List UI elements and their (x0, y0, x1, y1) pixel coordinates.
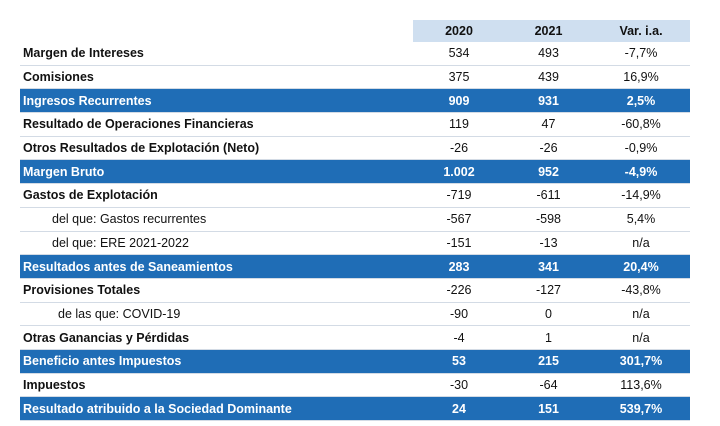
table-row: Impuestos -30 -64 113,6% (20, 373, 690, 398)
value-cell: n/a (592, 302, 690, 327)
value-cell: -90 (413, 302, 505, 327)
header-blank (20, 20, 413, 42)
value-cell: 931 (505, 88, 592, 114)
row-label: Otros Resultados de Explotación (Neto) (20, 136, 413, 161)
value-cell: -151 (413, 231, 505, 256)
highlight-row: Margen Bruto 1.002 952 -4,9% (20, 159, 690, 185)
value-cell: 301,7% (592, 349, 690, 374)
value-cell: 1 (505, 325, 592, 350)
row-label: del que: Gastos recurrentes (20, 207, 413, 232)
value-cell: 5,4% (592, 207, 690, 232)
value-cell: -43,8% (592, 278, 690, 303)
value-cell: -4 (413, 325, 505, 350)
value-cell: 53 (413, 349, 505, 374)
header-cell: Var. i.a. (592, 20, 690, 42)
value-cell: 47 (505, 112, 592, 137)
value-cell: 151 (505, 396, 592, 421)
row-label: del que: ERE 2021-2022 (20, 231, 413, 256)
value-cell: 493 (505, 42, 592, 66)
value-cell: -64 (505, 373, 592, 398)
value-cell: 24 (413, 396, 505, 421)
value-cell: 215 (505, 349, 592, 374)
value-cell: 2,5% (592, 88, 690, 114)
results-table: 2020 2021 Var. i.a. Margen de Intereses 5… (20, 20, 690, 421)
highlight-row: Resultado atribuido a la Sociedad Domina… (20, 396, 690, 421)
value-cell: 20,4% (592, 254, 690, 279)
header-cell: 2020 (413, 20, 505, 42)
value-cell: 375 (413, 65, 505, 90)
table-row: de las que: COVID-19 -90 0 n/a (20, 302, 690, 327)
value-cell: 909 (413, 88, 505, 114)
value-cell: 16,9% (592, 65, 690, 90)
table-row: Otras Ganancias y Pérdidas -4 1 n/a (20, 325, 690, 350)
value-cell: 119 (413, 112, 505, 137)
header-cell: 2021 (505, 20, 592, 42)
row-label: Margen Bruto (20, 159, 413, 185)
value-cell: 439 (505, 65, 592, 90)
table-row: del que: Gastos recurrentes -567 -598 5,4% (20, 207, 690, 232)
row-label: Comisiones (20, 65, 413, 90)
table-row: Resultado de Operaciones Financieras 119 4… (20, 112, 690, 137)
row-label: Impuestos (20, 373, 413, 398)
row-label: de las que: COVID-19 (20, 302, 413, 327)
highlight-row: Resultados antes de Saneamientos 283 341 20… (20, 254, 690, 279)
table-row: Provisiones Totales -226 -127 -43,8% (20, 278, 690, 303)
table-row: Gastos de Explotación -719 -611 -14,9% (20, 183, 690, 208)
value-cell: -719 (413, 183, 505, 208)
value-cell: -0,9% (592, 136, 690, 161)
highlight-row: Ingresos Recurrentes 909 931 2,5% (20, 88, 690, 114)
value-cell: -127 (505, 278, 592, 303)
value-cell: -4,9% (592, 159, 690, 185)
value-cell: -26 (413, 136, 505, 161)
value-cell: 1.002 (413, 159, 505, 185)
value-cell: -30 (413, 373, 505, 398)
row-label: Beneficio antes Impuestos (20, 349, 413, 374)
row-label: Resultado de Operaciones Financieras (20, 112, 413, 137)
value-cell: -226 (413, 278, 505, 303)
value-cell: -26 (505, 136, 592, 161)
value-cell: 0 (505, 302, 592, 327)
value-cell: -13 (505, 231, 592, 256)
row-label: Otras Ganancias y Pérdidas (20, 325, 413, 350)
value-cell: 952 (505, 159, 592, 185)
value-cell: -14,9% (592, 183, 690, 208)
value-cell: -611 (505, 183, 592, 208)
value-cell: n/a (592, 325, 690, 350)
row-label: Resultados antes de Saneamientos (20, 254, 413, 279)
value-cell: 539,7% (592, 396, 690, 421)
row-label: Ingresos Recurrentes (20, 88, 413, 114)
row-label: Provisiones Totales (20, 278, 413, 303)
value-cell: 113,6% (592, 373, 690, 398)
value-cell: 341 (505, 254, 592, 279)
value-cell: -567 (413, 207, 505, 232)
highlight-row: Beneficio antes Impuestos 53 215 301,7% (20, 349, 690, 374)
value-cell: 534 (413, 42, 505, 66)
value-cell: -60,8% (592, 112, 690, 137)
row-label: Margen de Intereses (20, 42, 413, 66)
table-row: del que: ERE 2021-2022 -151 -13 n/a (20, 231, 690, 256)
value-cell: -598 (505, 207, 592, 232)
header-row: 2020 2021 Var. i.a. (20, 20, 690, 42)
value-cell: 283 (413, 254, 505, 279)
value-cell: -7,7% (592, 42, 690, 66)
row-label: Resultado atribuido a la Sociedad Domina… (20, 396, 413, 421)
table-row: Margen de Intereses 534 493 -7,7% (20, 42, 690, 66)
row-label: Gastos de Explotación (20, 183, 413, 208)
table-row: Comisiones 375 439 16,9% (20, 65, 690, 90)
table-row: Otros Resultados de Explotación (Neto) -2… (20, 136, 690, 161)
value-cell: n/a (592, 231, 690, 256)
